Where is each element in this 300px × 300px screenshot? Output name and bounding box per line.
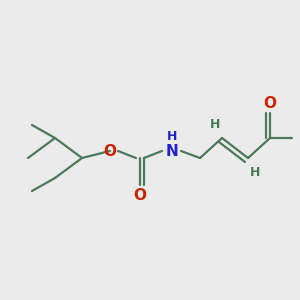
Text: H: H bbox=[167, 130, 177, 143]
Text: O: O bbox=[263, 95, 277, 110]
Text: O: O bbox=[134, 188, 146, 202]
Text: H: H bbox=[250, 166, 260, 178]
Text: H: H bbox=[210, 118, 220, 130]
Text: N: N bbox=[166, 143, 178, 158]
Text: O: O bbox=[103, 143, 116, 158]
